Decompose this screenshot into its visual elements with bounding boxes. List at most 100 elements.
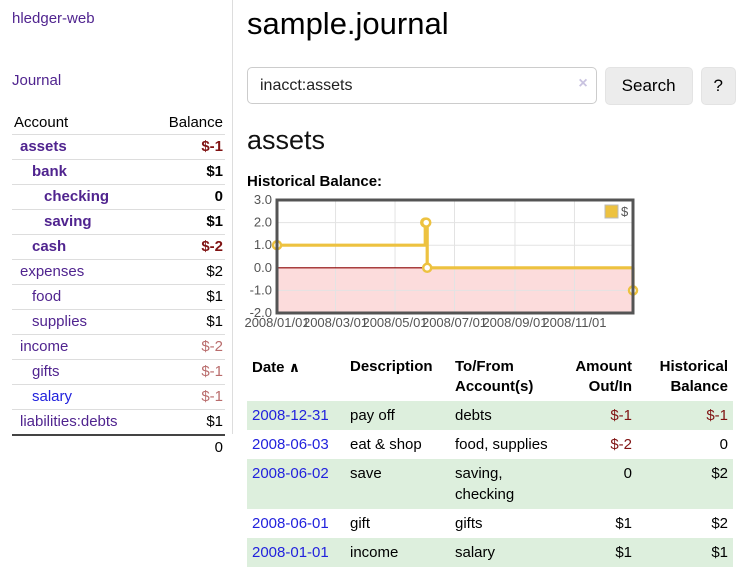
accounts-total-row: 0	[12, 435, 225, 460]
search-form: × Search ?	[247, 67, 736, 105]
accounts-header-row: Account Balance	[12, 111, 225, 135]
account-link-bank[interactable]: bank	[32, 163, 67, 180]
account-link-checking[interactable]: checking	[44, 188, 109, 205]
txn-balance: $2	[637, 459, 733, 509]
txn-description: gift	[345, 509, 450, 538]
nav-journal-link[interactable]: Journal	[12, 72, 61, 89]
txn-description: income	[345, 538, 450, 567]
txn-accounts: saving, checking	[450, 459, 565, 509]
account-balance: $1	[157, 410, 225, 436]
account-balance: $1	[157, 310, 225, 335]
historical-balance-chart: 3.02.01.00.0-1.0-2.02008/01/012008/03/01…	[247, 196, 707, 334]
col-accounts: To/From Account(s)	[450, 353, 565, 401]
txn-balance: $-1	[637, 401, 733, 430]
clear-search-icon[interactable]: ×	[578, 76, 587, 92]
txn-accounts: salary	[450, 538, 565, 567]
account-row: liabilities:debts $1	[12, 410, 225, 436]
account-link-gifts[interactable]: gifts	[32, 363, 60, 380]
txn-description: eat & shop	[345, 430, 450, 459]
account-balance: $-1	[157, 360, 225, 385]
register-heading: assets	[247, 125, 736, 156]
svg-text:-1.0: -1.0	[250, 282, 272, 297]
txn-description: pay off	[345, 401, 450, 430]
account-balance: $2	[157, 260, 225, 285]
svg-text:3.0: 3.0	[254, 192, 272, 207]
account-balance: $1	[157, 285, 225, 310]
search-input[interactable]	[247, 67, 597, 104]
txn-balance: $1	[637, 538, 733, 567]
account-row: expenses $2	[12, 260, 225, 285]
txn-amount: $1	[565, 509, 637, 538]
txn-description: save	[345, 459, 450, 509]
account-link-income[interactable]: income	[20, 338, 68, 355]
col-date[interactable]: Date ∧	[247, 353, 345, 401]
brand-link[interactable]: hledger-web	[12, 10, 95, 27]
txn-amount: $-2	[565, 430, 637, 459]
account-link-saving[interactable]: saving	[44, 213, 92, 230]
table-row: 2008-01-01 income salary $1 $1	[247, 538, 733, 567]
txn-date-link[interactable]: 2008-06-03	[252, 436, 329, 453]
col-balance: Historical Balance	[637, 353, 733, 401]
account-row: income $-2	[12, 335, 225, 360]
account-link-food[interactable]: food	[32, 288, 61, 305]
account-balance: $-1	[157, 135, 225, 160]
txn-balance: $2	[637, 509, 733, 538]
account-balance: $-1	[157, 385, 225, 410]
txn-balance: 0	[637, 430, 733, 459]
account-link-salary[interactable]: salary	[32, 388, 72, 405]
account-link-cash[interactable]: cash	[32, 238, 66, 255]
txn-accounts: debts	[450, 401, 565, 430]
svg-text:$: $	[621, 204, 629, 219]
txn-amount: $-1	[565, 401, 637, 430]
page-title: sample.journal	[247, 6, 736, 42]
svg-text:2008/09/01: 2008/09/01	[482, 315, 547, 330]
brand: hledger-web	[12, 10, 226, 28]
accounts-col-balance: Balance	[157, 111, 225, 135]
account-link-liabilities-debts[interactable]: liabilities:debts	[20, 413, 118, 430]
txn-amount: 0	[565, 459, 637, 509]
help-button[interactable]: ?	[701, 67, 736, 105]
nav: Journal	[12, 72, 226, 90]
svg-text:2.0: 2.0	[254, 215, 272, 230]
account-balance: $-2	[157, 235, 225, 260]
sort-asc-icon: ∧	[289, 359, 300, 375]
table-row: 2008-06-02 save saving, checking 0 $2	[247, 459, 733, 509]
account-row: cash $-2	[12, 235, 225, 260]
account-row: food $1	[12, 285, 225, 310]
accounts-table: Account Balance assets $-1 bank $1 check…	[12, 111, 225, 460]
accounts-col-account: Account	[12, 111, 157, 135]
account-balance: $-2	[157, 335, 225, 360]
accounts-total-balance: 0	[157, 435, 225, 460]
main-content: sample.journal × Search ? assets Histori…	[247, 0, 736, 567]
txn-accounts: food, supplies	[450, 430, 565, 459]
search-box: ×	[247, 67, 597, 105]
table-row: 2008-06-01 gift gifts $1 $2	[247, 509, 733, 538]
svg-text:0.0: 0.0	[254, 260, 272, 275]
account-row: gifts $-1	[12, 360, 225, 385]
account-link-assets[interactable]: assets	[20, 138, 67, 155]
txn-date-link[interactable]: 2008-01-01	[252, 544, 329, 561]
txn-date-link[interactable]: 2008-06-02	[252, 465, 329, 482]
search-button[interactable]: Search	[605, 67, 693, 105]
svg-text:2008/01/01: 2008/01/01	[244, 315, 309, 330]
account-row: salary $-1	[12, 385, 225, 410]
account-row: bank $1	[12, 160, 225, 185]
svg-text:2008/07/01: 2008/07/01	[422, 315, 487, 330]
col-amount: Amount Out/In	[565, 353, 637, 401]
account-row: assets $-1	[12, 135, 225, 160]
txn-accounts: gifts	[450, 509, 565, 538]
col-description: Description	[345, 353, 450, 401]
account-link-expenses[interactable]: expenses	[20, 263, 84, 280]
svg-text:2008/03/01: 2008/03/01	[303, 315, 368, 330]
account-balance: 0	[157, 185, 225, 210]
account-balance: $1	[157, 160, 225, 185]
register-header-row: Date ∧ Description To/From Account(s) Am…	[247, 353, 733, 401]
account-row: saving $1	[12, 210, 225, 235]
register-table: Date ∧ Description To/From Account(s) Am…	[247, 353, 733, 567]
table-row: 2008-12-31 pay off debts $-1 $-1	[247, 401, 733, 430]
account-link-supplies[interactable]: supplies	[32, 313, 87, 330]
txn-amount: $1	[565, 538, 637, 567]
sidebar: hledger-web Journal Account Balance asse…	[0, 0, 233, 434]
txn-date-link[interactable]: 2008-12-31	[252, 407, 329, 424]
txn-date-link[interactable]: 2008-06-01	[252, 515, 329, 532]
